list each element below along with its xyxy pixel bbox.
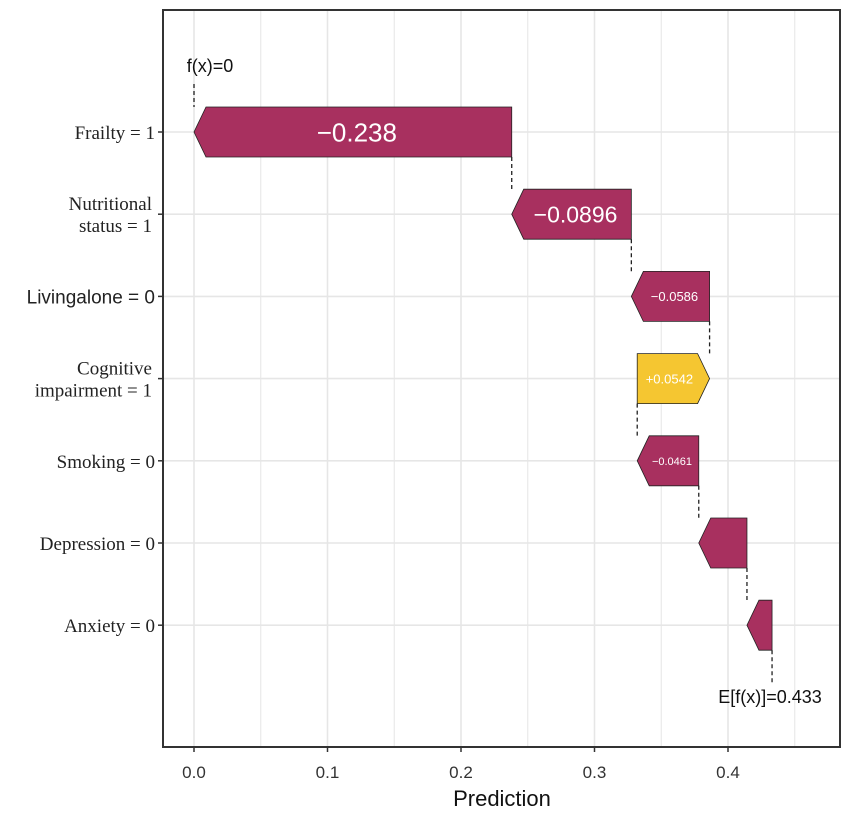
y-tick-label: Frailty = 1 xyxy=(75,123,155,144)
bars: −0.238 −0.0896 −0.0586 +0.0542 −0.0461 xyxy=(193,106,773,651)
fx-annotation: f(x)=0 xyxy=(187,56,234,76)
bar-positive xyxy=(636,353,711,405)
y-tick-label-line: Nutritional xyxy=(69,194,152,215)
bar-negative xyxy=(746,599,773,651)
bar-value-label: −0.0461 xyxy=(652,456,692,468)
x-tick-label: 0.0 xyxy=(182,763,206,782)
y-tick-label: Anxiety = 0 xyxy=(64,616,155,637)
bar-negative xyxy=(636,435,700,487)
expected-value-annotation: E[f(x)]=0.433 xyxy=(718,687,822,707)
y-tick-label-line: impairment = 1 xyxy=(35,381,152,402)
bar-value-label: −0.238 xyxy=(317,117,397,147)
y-tick-label: Livingalone = 0 xyxy=(27,287,155,308)
x-axis-title: Prediction xyxy=(453,786,551,811)
y-tick-label: Depression = 0 xyxy=(40,534,155,555)
bar-negative xyxy=(511,188,632,240)
bar-negative xyxy=(698,517,748,569)
bar-value-label: −0.0896 xyxy=(534,201,618,227)
y-tick-label-line: Cognitive xyxy=(77,359,152,380)
connector-lines xyxy=(193,84,773,683)
bar-negative xyxy=(630,270,710,322)
bar-value-label: −0.0586 xyxy=(651,289,698,304)
x-tick-label: 0.4 xyxy=(716,763,740,782)
bar-value-label: +0.0542 xyxy=(646,371,693,386)
x-tick-label: 0.2 xyxy=(449,763,473,782)
y-tick-label: Smoking = 0 xyxy=(57,452,155,473)
x-tick-label: 0.3 xyxy=(583,763,607,782)
x-axis-ticks: 0.0 0.1 0.2 0.3 0.4 xyxy=(182,747,740,782)
x-tick-label: 0.1 xyxy=(316,763,340,782)
bar-negative xyxy=(193,106,513,158)
y-tick-label-line: status = 1 xyxy=(79,216,152,237)
